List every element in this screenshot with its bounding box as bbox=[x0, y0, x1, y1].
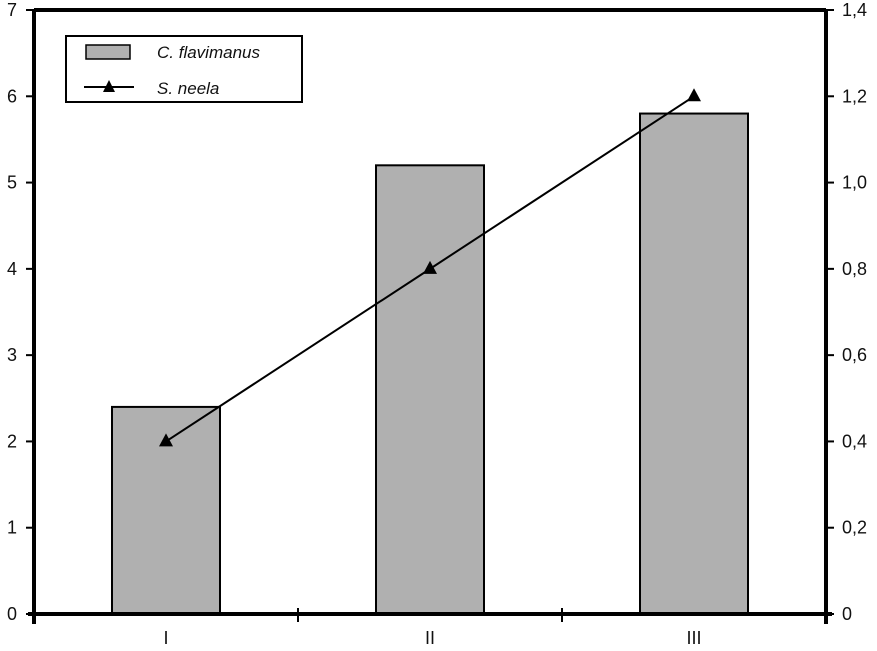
right-tick-label: 1,0 bbox=[842, 173, 867, 193]
right-tick-label: 0,4 bbox=[842, 431, 867, 451]
legend-label-bar: C. flavimanus bbox=[157, 43, 260, 62]
left-tick-label: 3 bbox=[7, 345, 17, 365]
left-tick-label: 4 bbox=[7, 259, 17, 279]
left-tick-label: 0 bbox=[7, 604, 17, 624]
bars-layer bbox=[111, 112, 749, 616]
x-tick-label: I bbox=[163, 628, 168, 648]
line-marker-III bbox=[687, 88, 701, 102]
axes-layer bbox=[28, 8, 832, 624]
x-tick-label: III bbox=[686, 628, 701, 648]
legend: C. flavimanus S. neela bbox=[65, 35, 303, 103]
left-tick-label: 2 bbox=[7, 431, 17, 451]
left-tick-label: 5 bbox=[7, 173, 17, 193]
right-tick-label: 1,4 bbox=[842, 0, 867, 20]
legend-swatch-marker bbox=[103, 80, 115, 92]
legend-swatch-bar bbox=[85, 44, 131, 60]
right-tick-label: 1,2 bbox=[842, 86, 867, 106]
left-tick-label: 6 bbox=[7, 86, 17, 106]
right-tick-label: 0 bbox=[842, 604, 852, 624]
bar-III bbox=[639, 112, 749, 616]
line-marker-I bbox=[159, 433, 173, 447]
right-tick-label: 0,8 bbox=[842, 259, 867, 279]
x-tick-label: II bbox=[425, 628, 435, 648]
line-layer bbox=[159, 88, 701, 447]
line-marker-II bbox=[423, 260, 437, 274]
left-tick-label: 7 bbox=[7, 0, 17, 20]
legend-label-line: S. neela bbox=[157, 79, 219, 98]
right-tick-label: 0,6 bbox=[842, 345, 867, 365]
right-tick-label: 0,2 bbox=[842, 518, 867, 538]
left-tick-label: 1 bbox=[7, 518, 17, 538]
bar-II bbox=[375, 164, 485, 615]
